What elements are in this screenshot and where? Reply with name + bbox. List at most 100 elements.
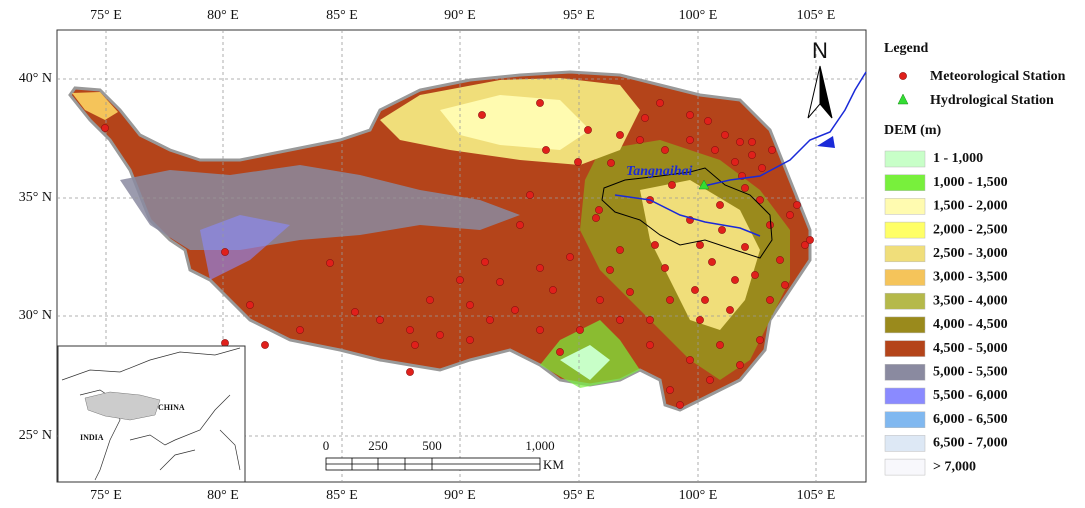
met-station <box>526 191 533 198</box>
dem-swatch <box>885 175 925 191</box>
met-station <box>411 341 418 348</box>
met-station <box>592 214 599 221</box>
lon-label-bottom: 75° E <box>90 488 122 503</box>
met-station <box>616 246 623 253</box>
met-station <box>786 211 793 218</box>
met-station <box>261 341 268 348</box>
met-station <box>351 308 358 315</box>
dem-label: 2,000 - 2,500 <box>933 222 1008 237</box>
met-station <box>101 124 108 131</box>
met-station <box>496 278 503 285</box>
legend-dem-title: DEM (m) <box>884 123 941 138</box>
lon-label-top: 85° E <box>326 8 358 23</box>
north-label: N <box>812 38 828 63</box>
met-station <box>661 264 668 271</box>
met-station <box>456 276 463 283</box>
map-figure: 75° E75° E80° E80° E85° E85° E90° E90° E… <box>0 0 1085 508</box>
dem-label: 6,500 - 7,000 <box>933 436 1008 451</box>
met-station <box>296 326 303 333</box>
scale-bar <box>326 458 540 470</box>
dem-label: 2,500 - 3,000 <box>933 246 1008 261</box>
met-station <box>781 281 788 288</box>
met-station <box>549 286 556 293</box>
met-station <box>766 221 773 228</box>
met-station <box>536 326 543 333</box>
scale-unit: KM <box>543 457 564 472</box>
dem-swatch <box>885 270 925 286</box>
dem-label: 3,500 - 4,000 <box>933 293 1008 308</box>
met-station <box>651 241 658 248</box>
met-station <box>676 401 683 408</box>
inset-china: CHINA <box>158 403 185 412</box>
legend-title: Legend <box>884 41 929 56</box>
lat-label: 40° N <box>19 71 52 86</box>
met-station <box>716 201 723 208</box>
met-station <box>536 264 543 271</box>
met-station <box>756 336 763 343</box>
met-station <box>661 146 668 153</box>
met-station <box>556 348 563 355</box>
met-station <box>758 164 765 171</box>
dem-label: 4,500 - 5,000 <box>933 341 1008 356</box>
dem-label: 1 - 1,000 <box>933 151 983 166</box>
met-station <box>708 258 715 265</box>
met-station <box>768 146 775 153</box>
met-station <box>466 301 473 308</box>
lat-label: 35° N <box>19 190 52 205</box>
lat-label: 25° N <box>19 428 52 443</box>
dem-swatch <box>885 293 925 309</box>
dem-label: 1,000 - 1,500 <box>933 175 1008 190</box>
met-station <box>656 99 663 106</box>
met-station <box>741 243 748 250</box>
met-station <box>221 248 228 255</box>
dem-swatch <box>885 317 925 333</box>
dem-swatch <box>885 435 925 451</box>
lon-label-bottom: 85° E <box>326 488 358 503</box>
met-station <box>716 341 723 348</box>
met-station <box>566 253 573 260</box>
met-station <box>736 361 743 368</box>
dem-label: 4,000 - 4,500 <box>933 317 1008 332</box>
station-label: Tangnaihai <box>626 164 693 179</box>
met-station <box>748 138 755 145</box>
legend-met-symbol <box>899 72 906 79</box>
dem-swatch <box>885 198 925 214</box>
dem-label: 6,000 - 6,500 <box>933 412 1008 427</box>
lat-label: 30° N <box>19 308 52 323</box>
dem-swatch <box>885 246 925 262</box>
met-station <box>751 271 758 278</box>
met-station <box>686 136 693 143</box>
met-station <box>596 296 603 303</box>
met-station <box>406 368 413 375</box>
dem-label: 5,000 - 5,500 <box>933 365 1008 380</box>
met-station <box>701 296 708 303</box>
met-station <box>576 326 583 333</box>
met-station <box>706 376 713 383</box>
met-station <box>478 111 485 118</box>
met-station <box>574 158 581 165</box>
met-station <box>641 114 648 121</box>
scale-label: 0 <box>323 438 330 453</box>
met-station <box>731 158 738 165</box>
met-station <box>616 131 623 138</box>
met-station <box>726 306 733 313</box>
met-station <box>718 226 725 233</box>
lon-label-bottom: 80° E <box>207 488 239 503</box>
met-station <box>436 331 443 338</box>
met-station <box>748 151 755 158</box>
met-station <box>704 117 711 124</box>
legend: LegendMeteorological StationHydrological… <box>884 41 1066 475</box>
lon-label-bottom: 90° E <box>444 488 476 503</box>
met-station <box>466 336 473 343</box>
met-station <box>776 256 783 263</box>
met-station <box>691 286 698 293</box>
legend-hydro-symbol <box>898 94 908 104</box>
lon-label-top: 75° E <box>90 8 122 23</box>
met-station <box>668 181 675 188</box>
inset-india: INDIA <box>80 433 104 442</box>
met-station <box>486 316 493 323</box>
scale-label: 500 <box>422 438 442 453</box>
met-station <box>736 138 743 145</box>
met-station <box>511 306 518 313</box>
met-station <box>246 301 253 308</box>
